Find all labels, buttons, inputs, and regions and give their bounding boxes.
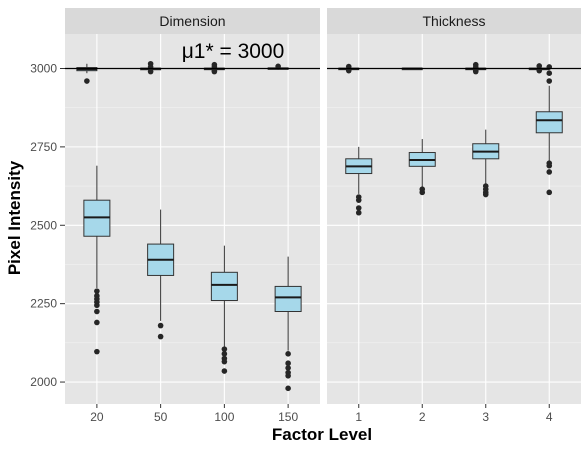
chart-panels: Dimension 20 50 100 150 Thickness 1 2 3 4 — [65, 8, 581, 424]
x-tick-label: 20 — [90, 410, 104, 424]
outlier-point — [546, 169, 553, 175]
box-1 — [345, 146, 373, 216]
x-tick-label: 1 — [355, 410, 362, 424]
outlier-point — [546, 162, 553, 169]
outlier-point — [546, 189, 553, 196]
panel-title: Thickness — [422, 13, 485, 29]
outlier-point — [285, 365, 291, 371]
box-iqr — [274, 285, 302, 312]
box-150 — [274, 256, 302, 392]
box-20 — [83, 165, 111, 355]
outlier-point — [221, 351, 228, 357]
outlier-point — [84, 78, 90, 84]
outlier-point — [536, 63, 543, 69]
y-axis: 2000 2250 2500 2750 3000 — [30, 61, 65, 389]
outlier-point — [419, 189, 426, 196]
outlier-point — [94, 288, 100, 294]
outlier-point — [211, 68, 218, 75]
outlier-point — [275, 63, 281, 70]
outlier-point — [157, 322, 164, 329]
outlier-point — [285, 351, 291, 357]
box-iqr — [210, 271, 238, 302]
box-2 — [408, 139, 436, 196]
panel-thickness: Thickness 1 2 3 4 — [327, 8, 581, 424]
outlier-point — [147, 68, 154, 75]
box-50 — [147, 209, 175, 340]
outlier-point — [285, 372, 291, 379]
y-axis-title: Pixel Intensity — [5, 160, 24, 275]
x-tick-label: 100 — [214, 410, 234, 424]
x-tick-label: 4 — [546, 410, 553, 424]
panel-background — [327, 34, 581, 404]
panel-strip — [65, 8, 320, 34]
x-tick-label: 50 — [154, 410, 168, 424]
outlier-point — [546, 78, 553, 84]
outlier-point — [94, 302, 100, 309]
panel-title: Dimension — [159, 13, 225, 29]
x-tick-label: 3 — [482, 410, 489, 424]
panel-strip — [327, 8, 581, 34]
y-tick-label: 2000 — [30, 375, 57, 389]
outlier-point — [355, 205, 362, 211]
box-20 — [76, 63, 98, 84]
outlier-point — [355, 209, 362, 216]
outlier-point — [94, 308, 100, 315]
outlier-point — [221, 346, 228, 352]
y-tick-label: 3000 — [30, 61, 57, 75]
outlier-point — [94, 319, 100, 326]
outlier-point — [94, 348, 100, 355]
mu-annotation: μ1* = 3000 — [182, 40, 285, 63]
panel-dimension: Dimension 20 50 100 150 — [65, 8, 320, 424]
outlier-point — [345, 67, 352, 74]
outlier-point — [536, 67, 543, 74]
y-tick-label: 2500 — [30, 218, 57, 232]
box-100 — [210, 245, 238, 374]
outlier-point — [221, 368, 228, 374]
outlier-point — [285, 385, 291, 392]
y-tick-label: 2250 — [30, 297, 57, 311]
y-tick-label: 2750 — [30, 140, 57, 154]
x-tick-label: 2 — [419, 410, 426, 424]
outlier-point — [546, 70, 553, 76]
box-3 — [472, 129, 500, 198]
outlier-point — [482, 191, 489, 198]
box-iqr — [535, 111, 563, 134]
outlier-point — [355, 197, 362, 203]
x-axis-title: Factor Level — [272, 425, 372, 444]
outlier-point — [472, 68, 479, 75]
outlier-point — [285, 360, 291, 367]
x-tick-label: 150 — [278, 410, 298, 424]
outlier-point — [221, 358, 228, 365]
outlier-point — [157, 333, 164, 340]
